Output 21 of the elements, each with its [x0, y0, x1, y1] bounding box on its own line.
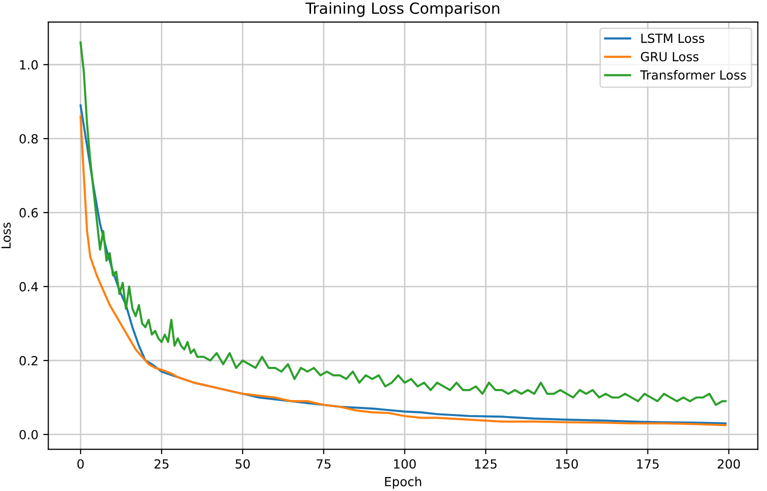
x-tick-label: 0	[77, 459, 84, 469]
chart-title: Training Loss Comparison	[306, 2, 500, 17]
x-tick-label: 50	[236, 459, 250, 469]
x-tick-label: 100	[394, 459, 416, 469]
x-tick-label: 25	[154, 459, 168, 469]
legend-label: Transformer Loss	[640, 70, 746, 80]
x-axis-title: Epoch	[385, 476, 422, 489]
x-tick-label: 125	[475, 459, 497, 469]
y-tick-label: 0.4	[20, 282, 38, 292]
x-tick-label: 200	[718, 459, 740, 469]
y-tick-label: 0.0	[20, 430, 38, 440]
y-tick-label: 0.2	[20, 356, 38, 366]
x-tick-label: 150	[556, 459, 578, 469]
y-axis-title: Loss	[1, 222, 11, 248]
legend-label: LSTM Loss	[641, 34, 704, 44]
y-tick-label: 0.8	[20, 134, 38, 144]
x-tick-label: 175	[637, 459, 659, 469]
y-tick-label: 0.6	[20, 208, 38, 218]
y-tick-label: 1.0	[20, 60, 38, 70]
x-tick-label: 75	[316, 459, 331, 469]
legend-label: GRU Loss	[640, 52, 698, 62]
